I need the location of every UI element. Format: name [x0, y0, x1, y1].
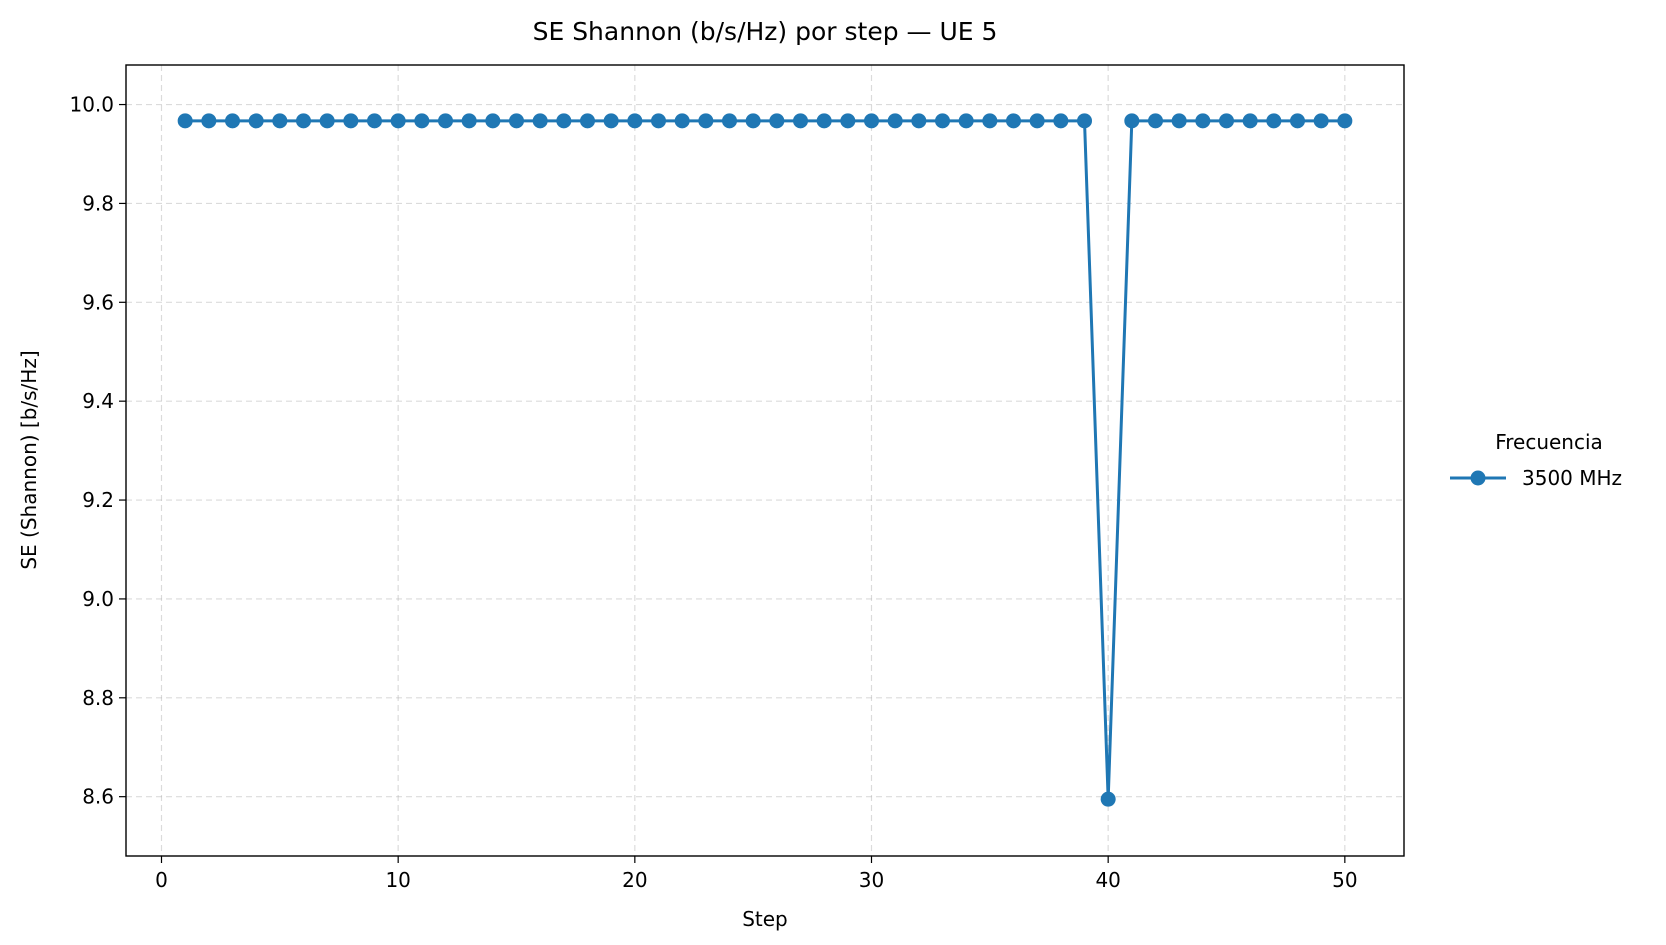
- data-point: [177, 113, 193, 129]
- data-point: [296, 113, 311, 129]
- data-point: [1124, 113, 1140, 129]
- data-point: [651, 113, 666, 129]
- data-point: [603, 113, 619, 129]
- y-tick-label: 9.4: [82, 389, 114, 413]
- y-tick-label: 9.0: [82, 587, 114, 611]
- data-point: [982, 113, 998, 129]
- chart-title: SE Shannon (b/s/Hz) por step — UE 5: [533, 17, 998, 46]
- data-point: [225, 113, 240, 129]
- series-layer: [177, 113, 1353, 807]
- x-tick-label: 50: [1332, 868, 1357, 892]
- plot-frame: [125, 64, 1405, 857]
- y-tick-label: 8.6: [82, 785, 114, 809]
- legend: Frecuencia 3500 MHz: [1450, 430, 1622, 490]
- data-point: [911, 113, 927, 129]
- data-point: [1337, 113, 1353, 129]
- data-point: [958, 113, 974, 129]
- data-point: [343, 113, 359, 129]
- data-point: [580, 113, 595, 129]
- y-axis-ticks: 8.6 8.8 9.0 9.2 9.4 9.6 9.8 10.0: [69, 93, 126, 809]
- y-tick-label: 10.0: [69, 93, 114, 117]
- grid: [126, 65, 1404, 856]
- data-point: [1077, 113, 1092, 129]
- data-point: [485, 113, 501, 129]
- data-point: [840, 113, 856, 129]
- y-tick-label: 9.2: [82, 488, 114, 512]
- x-tick-label: 0: [155, 868, 168, 892]
- data-point: [556, 113, 572, 129]
- data-point: [438, 113, 453, 129]
- data-point: [769, 113, 785, 129]
- x-axis-ticks: 0 10 20 30 40 50: [155, 856, 1358, 892]
- data-point: [532, 113, 548, 129]
- x-tick-label: 10: [385, 868, 410, 892]
- x-axis-label: Step: [742, 907, 788, 931]
- data-point: [1171, 113, 1187, 129]
- data-point: [390, 113, 406, 129]
- data-point: [272, 113, 288, 129]
- data-point: [414, 113, 430, 129]
- y-tick-label: 9.6: [82, 290, 114, 314]
- data-point: [1029, 113, 1045, 129]
- x-tick-label: 30: [859, 868, 884, 892]
- data-point: [698, 113, 714, 129]
- x-tick-label: 20: [622, 868, 647, 892]
- y-tick-label: 9.8: [82, 191, 114, 215]
- data-point: [1219, 113, 1234, 129]
- data-point: [935, 113, 950, 129]
- legend-title: Frecuencia: [1495, 430, 1603, 454]
- data-point: [722, 113, 737, 129]
- data-point: [1195, 113, 1211, 129]
- data-point: [793, 113, 808, 129]
- data-point: [367, 113, 382, 129]
- data-point: [674, 113, 690, 129]
- data-point: [1148, 113, 1163, 129]
- data-point: [461, 113, 477, 129]
- data-point: [248, 113, 264, 129]
- data-point: [887, 113, 903, 129]
- data-point: [816, 113, 832, 129]
- data-point: [864, 113, 879, 129]
- data-point: [509, 113, 524, 129]
- data-point: [745, 113, 761, 129]
- data-point: [1266, 113, 1282, 129]
- data-point: [627, 113, 643, 129]
- x-tick-label: 40: [1095, 868, 1120, 892]
- y-tick-label: 8.8: [82, 686, 114, 710]
- data-point: [1242, 113, 1258, 129]
- data-point: [1053, 113, 1069, 129]
- data-point: [1006, 113, 1021, 129]
- data-point: [201, 113, 217, 129]
- data-point: [319, 113, 335, 129]
- data-point: [1100, 791, 1116, 807]
- legend-entry-label: 3500 MHz: [1522, 466, 1622, 490]
- data-point: [1313, 113, 1329, 129]
- data-point: [1290, 113, 1305, 129]
- legend-marker-swatch: [1470, 470, 1486, 486]
- y-axis-label: SE (Shannon) [b/s/Hz]: [17, 350, 41, 569]
